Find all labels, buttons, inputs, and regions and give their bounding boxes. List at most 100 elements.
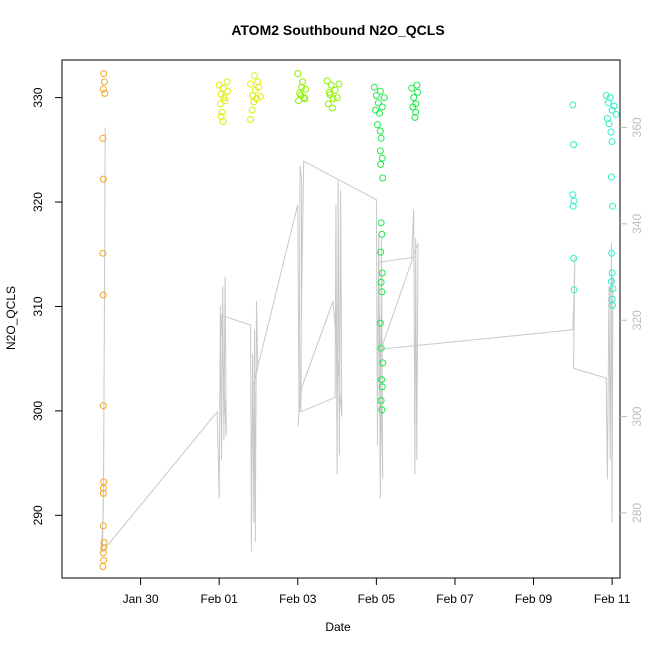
data-point	[372, 106, 380, 114]
data-point	[605, 120, 613, 128]
points-layer	[99, 70, 620, 570]
data-point	[99, 249, 107, 257]
data-point	[414, 88, 422, 96]
data-point	[374, 99, 382, 107]
data-point	[411, 113, 419, 121]
y2-tick-label: 340	[630, 214, 644, 234]
data-point	[374, 121, 381, 129]
data-point	[413, 81, 421, 89]
data-point	[378, 383, 386, 391]
data-point	[251, 72, 258, 80]
data-point	[217, 112, 225, 120]
data-point	[299, 78, 306, 86]
data-point	[378, 376, 385, 384]
data-point	[376, 147, 384, 155]
y2-axis: 280 300 320 340 360	[620, 117, 644, 523]
data-point	[608, 295, 616, 303]
data-point	[218, 108, 226, 116]
x-tick-label: Feb 05	[358, 592, 396, 606]
data-point	[370, 83, 378, 91]
x-axis-label: Date	[325, 620, 351, 634]
data-point	[377, 278, 385, 286]
data-point	[608, 106, 616, 114]
data-point	[570, 141, 578, 149]
y-tick-label: 300	[31, 401, 45, 421]
y-tick-label: 320	[31, 192, 45, 212]
data-point	[328, 104, 336, 112]
data-point	[224, 87, 232, 95]
data-point	[376, 109, 383, 117]
data-point	[326, 91, 334, 98]
data-point	[250, 98, 258, 106]
data-point	[248, 106, 256, 114]
data-point	[569, 101, 577, 109]
chart-title: ATOM2 Southbound N2O_QCLS	[231, 22, 444, 38]
data-point	[377, 397, 385, 404]
data-point	[607, 128, 615, 136]
data-point	[378, 288, 386, 296]
x-tick-label: Feb 01	[201, 592, 239, 606]
data-point	[99, 563, 107, 570]
data-point	[376, 319, 384, 327]
data-point	[215, 81, 223, 89]
data-point	[99, 549, 107, 557]
data-point	[372, 92, 380, 99]
y-tick-label: 290	[31, 505, 45, 525]
data-point	[378, 406, 386, 414]
data-point	[379, 174, 387, 182]
data-point	[247, 116, 255, 123]
secondary-trace-line	[100, 127, 614, 553]
data-point	[378, 230, 386, 238]
y2-tick-label: 300	[630, 406, 644, 426]
y-axis: 290 300 310 320 330	[31, 87, 62, 525]
data-point	[294, 70, 302, 78]
data-point	[569, 191, 577, 199]
data-point	[608, 138, 616, 145]
data-point	[99, 85, 107, 93]
data-point	[329, 95, 337, 103]
data-point	[607, 173, 615, 181]
data-point	[570, 197, 578, 205]
data-point	[378, 154, 386, 162]
data-point	[256, 93, 264, 101]
data-point	[251, 86, 259, 94]
data-point	[324, 100, 332, 108]
y-axis-label: N2O_QCLS	[4, 286, 18, 350]
data-point	[570, 286, 578, 294]
data-point	[219, 84, 227, 92]
data-point	[606, 94, 614, 102]
data-point	[100, 70, 108, 78]
data-point	[569, 202, 577, 210]
data-point	[327, 81, 335, 89]
data-point	[378, 103, 386, 111]
data-point	[609, 301, 616, 309]
data-point	[99, 175, 107, 183]
x-tick-label: Feb 11	[594, 592, 631, 606]
data-point	[377, 160, 385, 168]
data-point	[100, 544, 108, 552]
data-point	[377, 248, 385, 256]
data-point	[100, 556, 108, 564]
data-point	[301, 95, 309, 103]
data-point	[609, 202, 616, 210]
y-tick-label: 310	[31, 296, 45, 316]
data-point	[377, 134, 385, 142]
x-tick-label: Feb 03	[279, 592, 317, 606]
data-point	[408, 84, 416, 92]
data-point	[378, 269, 386, 277]
data-point	[220, 94, 228, 102]
data-point	[377, 219, 385, 227]
x-tick-label: Feb 09	[515, 592, 553, 606]
data-point	[221, 97, 229, 105]
x-tick-label: Feb 07	[436, 592, 474, 606]
data-point	[609, 285, 617, 293]
data-point	[100, 78, 108, 86]
y2-tick-label: 360	[630, 117, 644, 137]
data-point	[99, 484, 107, 492]
data-point	[612, 110, 620, 118]
data-point	[376, 127, 384, 135]
data-point	[254, 78, 262, 86]
data-point	[99, 402, 107, 410]
plot-frame	[61, 59, 621, 579]
